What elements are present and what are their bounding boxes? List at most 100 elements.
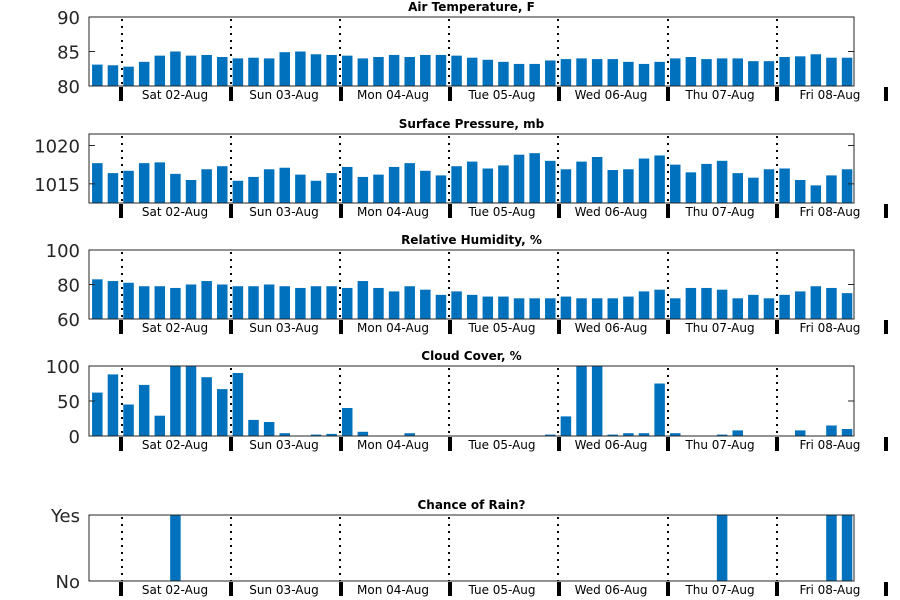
bar [810, 54, 822, 86]
bar [232, 58, 244, 86]
panel-2: Surface Pressure, mb 1015 1020 Sat 02-Aug Su… [34, 117, 888, 219]
bar [748, 61, 759, 86]
bar [435, 294, 447, 319]
bar [326, 173, 337, 203]
bar [451, 291, 462, 319]
x-tick-label: Wed 06-Aug [575, 583, 648, 597]
bar [154, 286, 166, 319]
bar [341, 166, 353, 203]
x-tick-label: Wed 06-Aug [575, 205, 648, 219]
bar [201, 281, 212, 319]
bar [513, 298, 525, 319]
bar [841, 169, 853, 203]
bar [841, 293, 853, 319]
bar [498, 165, 509, 203]
bar [794, 180, 806, 203]
panel-5: Chance of Rain? No Yes Sat 02-Aug Sun 03-Aug… [50, 498, 888, 597]
bar [732, 173, 743, 203]
bar [513, 154, 525, 203]
x-tick-label: Sat 02-Aug [142, 88, 208, 102]
x-tick-label: Wed 06-Aug [575, 321, 648, 335]
bar [451, 55, 462, 86]
x-tick-label: Sat 02-Aug [142, 205, 208, 219]
bar [263, 169, 275, 203]
bar [263, 422, 275, 436]
bar [388, 291, 400, 319]
x-tick-label: Mon 04-Aug [357, 205, 429, 219]
x-tick-label: Tue 05-Aug [467, 321, 535, 335]
x-tick-label: Sun 03-Aug [249, 438, 318, 452]
bar [217, 57, 228, 86]
bar [279, 52, 290, 86]
bar [248, 419, 259, 436]
bar [826, 425, 837, 436]
x-tick-label: Mon 04-Aug [357, 321, 429, 335]
bar [217, 389, 228, 436]
y-tick-label: No [56, 572, 80, 593]
bar [138, 61, 150, 86]
bar [310, 434, 322, 436]
x-tick-label: Tue 05-Aug [467, 438, 535, 452]
x-tick-label: Sun 03-Aug [249, 88, 318, 102]
bar [654, 61, 665, 86]
bar [545, 160, 556, 203]
y-tick-label: Yes [50, 506, 80, 527]
bar [435, 175, 447, 203]
x-tick-label: Thu 07-Aug [684, 88, 754, 102]
bar [420, 54, 431, 86]
x-tick-label: Fri 08-Aug [800, 205, 861, 219]
bar [170, 51, 181, 86]
bar [841, 429, 853, 436]
bar [248, 176, 259, 203]
bar [170, 515, 181, 581]
y-tick-label: 50 [57, 392, 80, 413]
bar [373, 287, 384, 319]
bar [357, 431, 369, 436]
bar [388, 166, 400, 203]
x-tick-label: Thu 07-Aug [684, 438, 754, 452]
bar [654, 155, 665, 203]
bar [232, 373, 244, 436]
bar [638, 158, 650, 203]
bar [263, 284, 275, 319]
x-tick-label: Sun 03-Aug [249, 205, 318, 219]
bar [716, 289, 728, 319]
bar [670, 164, 681, 203]
bar [248, 286, 259, 319]
bar [279, 167, 290, 203]
bar [466, 294, 478, 319]
bar [810, 185, 822, 203]
bar [670, 298, 681, 319]
panel-title: Relative Humidity, % [401, 233, 542, 247]
bar [545, 298, 556, 319]
bar [716, 434, 728, 436]
bar [295, 174, 306, 203]
bar [591, 59, 603, 86]
bar [607, 298, 619, 319]
bar [185, 180, 197, 203]
bar [763, 61, 775, 86]
bar [545, 60, 556, 86]
y-tick-label: 0 [69, 427, 80, 448]
bar [545, 434, 556, 436]
bar [451, 166, 462, 203]
bar [560, 416, 572, 436]
bar [217, 284, 228, 319]
bar [623, 433, 634, 436]
bar [123, 404, 134, 436]
bar [373, 57, 384, 86]
bar [810, 286, 822, 319]
x-tick-label: Wed 06-Aug [575, 438, 648, 452]
bar [623, 169, 634, 203]
bar [154, 162, 166, 203]
bar [404, 286, 415, 319]
bar [716, 160, 728, 203]
bar [841, 515, 853, 581]
bar [654, 289, 665, 319]
y-tick-label: 80 [57, 77, 80, 98]
bar [638, 291, 650, 319]
bar [841, 57, 853, 86]
bar [404, 57, 415, 86]
panel-title: Surface Pressure, mb [399, 117, 545, 131]
bar [716, 515, 728, 581]
